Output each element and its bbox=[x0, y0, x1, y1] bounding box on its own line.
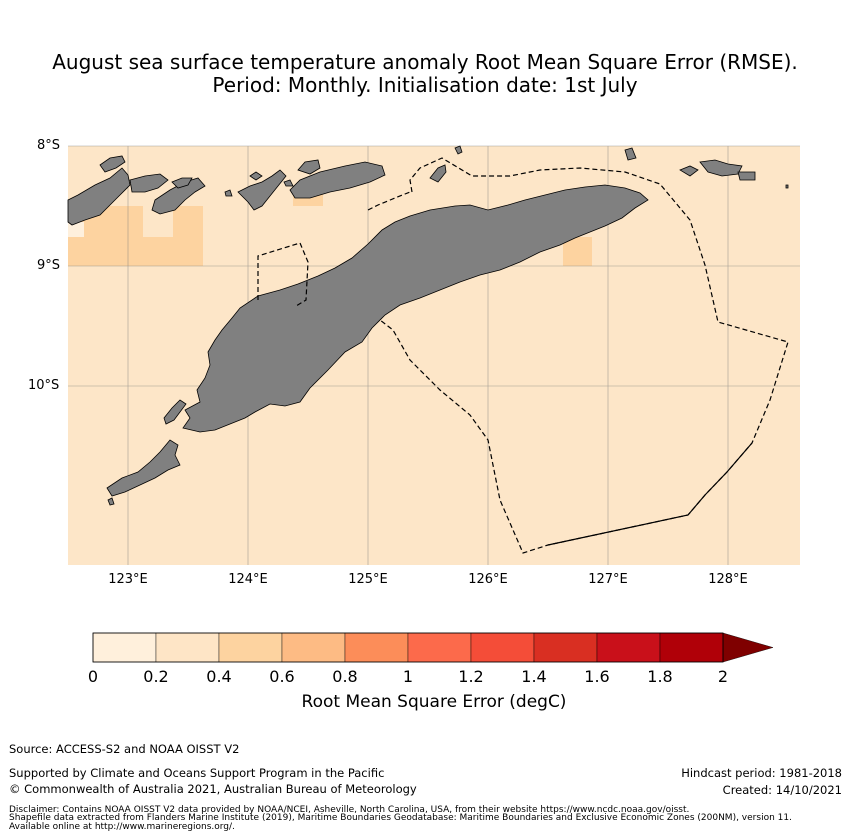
eez-boundary-dashed-icon bbox=[379, 157, 789, 554]
lon-label: 127°E bbox=[588, 572, 628, 587]
small-island bbox=[454, 145, 463, 155]
colorbar-tick-label: 0.2 bbox=[143, 667, 169, 686]
supported-text: Supported by Climate and Oceans Support … bbox=[9, 766, 385, 780]
copyright-text: © Commonwealth of Australia 2021, Austra… bbox=[9, 782, 417, 796]
eez-boundary-solid bbox=[547, 442, 753, 546]
colorbar-segment bbox=[281, 632, 346, 663]
colorbar-segment bbox=[533, 632, 598, 663]
colorbar-tick-label: 0 bbox=[87, 667, 99, 686]
lon-label: 123°E bbox=[108, 572, 148, 587]
colorbar-tick-label: 1.8 bbox=[647, 667, 673, 686]
hindcast-period: Hindcast period: 1981-2018 bbox=[681, 766, 842, 780]
small-island bbox=[737, 171, 756, 181]
colorbar-label: Root Mean Square Error (degC) bbox=[301, 692, 567, 712]
colorbar-segment bbox=[155, 632, 220, 663]
lon-label: 124°E bbox=[228, 572, 268, 587]
small-island bbox=[679, 165, 699, 177]
colorbar-extend-arrow bbox=[722, 632, 774, 663]
lon-label: 128°E bbox=[708, 572, 748, 587]
small-island bbox=[99, 155, 126, 173]
lon-label: 126°E bbox=[468, 572, 508, 587]
eez-boundary bbox=[257, 157, 789, 554]
colorbar-tick-label: 1 bbox=[402, 667, 414, 686]
small-island bbox=[785, 184, 789, 189]
flores-island bbox=[67, 167, 131, 226]
wetar-island bbox=[289, 161, 386, 199]
disclaimer-line-2: Shapefile data extracted from Flanders M… bbox=[9, 813, 792, 823]
land bbox=[67, 145, 789, 506]
small-island bbox=[171, 177, 193, 189]
colorbar-segment bbox=[218, 632, 283, 663]
colorbar-tick-label: 2 bbox=[717, 667, 729, 686]
small-island bbox=[283, 179, 294, 187]
source-text: Source: ACCESS-S2 and NOAA OISST V2 bbox=[9, 742, 240, 756]
lat-label: 10°S bbox=[28, 378, 60, 393]
created-date: Created: 14/10/2021 bbox=[722, 783, 842, 797]
small-island bbox=[163, 399, 187, 425]
colorbar-tick-label: 1.6 bbox=[584, 667, 610, 686]
lon-label: 125°E bbox=[348, 572, 388, 587]
small-island bbox=[297, 159, 321, 175]
colorbar-tick-label: 0.6 bbox=[269, 667, 295, 686]
colorbar-segment bbox=[470, 632, 535, 663]
disclaimer-line-1: Disclaimer: Contains NOAA OISST V2 data … bbox=[9, 805, 690, 815]
colorbar-tick-label: 1.4 bbox=[521, 667, 547, 686]
small-island bbox=[129, 173, 169, 193]
small-island bbox=[699, 159, 743, 177]
colorbar-segment bbox=[407, 632, 472, 663]
colorbar-tick-label: 0.4 bbox=[206, 667, 232, 686]
chart-title-line-2: Period: Monthly. Initialisation date: 1s… bbox=[212, 73, 638, 97]
alor-island bbox=[237, 169, 287, 211]
colorbar-segment bbox=[596, 632, 661, 663]
small-island bbox=[249, 171, 263, 181]
small-island bbox=[224, 189, 233, 197]
small-island bbox=[429, 164, 447, 183]
colorbar-frame bbox=[92, 632, 724, 663]
colorbar-tick-label: 1.2 bbox=[458, 667, 484, 686]
lat-label: 9°S bbox=[37, 258, 61, 273]
disclaimer-line-3: Available online at http://www.marinereg… bbox=[9, 822, 235, 832]
colorbar-segment bbox=[92, 632, 157, 663]
rote-island bbox=[106, 439, 181, 497]
colorbar-segment bbox=[659, 632, 724, 663]
lat-label: 8°S bbox=[37, 138, 61, 153]
small-island bbox=[107, 497, 115, 506]
colorbar-segment bbox=[344, 632, 409, 663]
small-island bbox=[624, 147, 637, 161]
eez-boundary-dashed-icon bbox=[367, 191, 411, 211]
error-patch bbox=[563, 237, 592, 266]
eez-boundary-dashed-icon bbox=[257, 242, 309, 307]
chart-title-line-1: August sea surface temperature anomaly R… bbox=[52, 50, 798, 74]
colorbar-tick-label: 0.8 bbox=[332, 667, 358, 686]
error-patch bbox=[68, 222, 84, 237]
timor-island bbox=[182, 184, 649, 433]
